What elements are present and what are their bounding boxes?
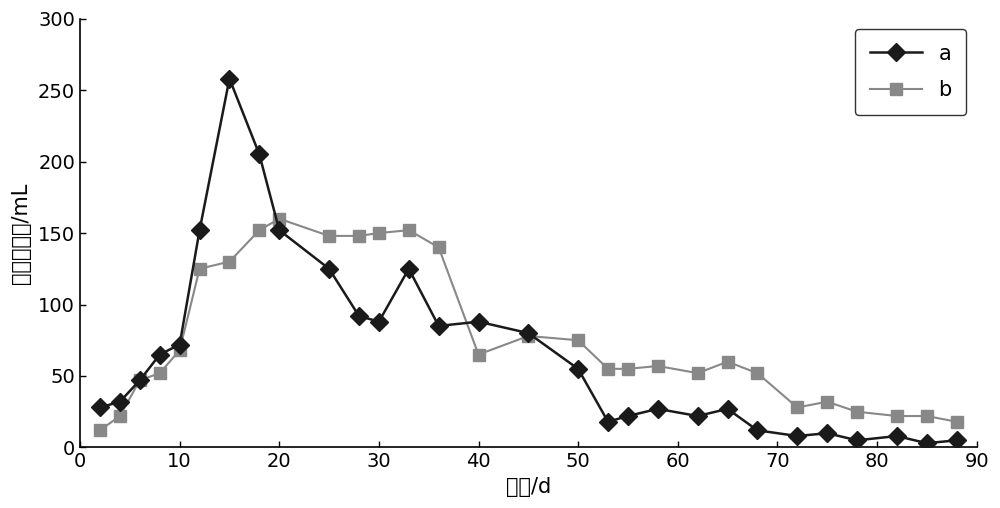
b — [373, 230, 385, 236]
a — [821, 430, 833, 436]
b — [94, 427, 106, 433]
a — [692, 413, 704, 419]
a — [223, 76, 235, 82]
b — [473, 352, 485, 358]
b — [522, 333, 534, 339]
a — [851, 437, 863, 443]
a — [253, 151, 265, 157]
a — [921, 440, 933, 446]
b — [692, 370, 704, 376]
Line: b: b — [94, 212, 963, 436]
a — [174, 341, 186, 347]
a — [323, 266, 335, 272]
b — [652, 363, 664, 369]
a — [951, 437, 963, 443]
b — [921, 413, 933, 419]
b — [722, 359, 734, 365]
b — [194, 266, 206, 272]
a — [891, 433, 903, 439]
Y-axis label: 甲烷产气量/mL: 甲烷产气量/mL — [11, 182, 31, 284]
b — [323, 233, 335, 239]
b — [751, 370, 763, 376]
a — [722, 406, 734, 412]
b — [791, 404, 803, 410]
b — [572, 337, 584, 343]
b — [114, 413, 126, 419]
Legend: a, b: a, b — [855, 29, 966, 115]
b — [821, 399, 833, 405]
a — [473, 319, 485, 325]
b — [154, 370, 166, 376]
a — [572, 366, 584, 372]
a — [114, 399, 126, 405]
b — [353, 233, 365, 239]
a — [433, 323, 445, 329]
a — [194, 227, 206, 233]
a — [652, 406, 664, 412]
X-axis label: 时间/d: 时间/d — [506, 477, 551, 497]
b — [253, 227, 265, 233]
a — [134, 377, 146, 384]
a — [403, 266, 415, 272]
a — [273, 227, 285, 233]
a — [622, 413, 634, 419]
a — [522, 330, 534, 336]
b — [273, 216, 285, 222]
a — [791, 433, 803, 439]
b — [891, 413, 903, 419]
Line: a: a — [94, 73, 963, 450]
a — [94, 404, 106, 410]
a — [373, 319, 385, 325]
b — [223, 259, 235, 265]
b — [602, 366, 614, 372]
b — [951, 419, 963, 425]
b — [622, 366, 634, 372]
a — [154, 352, 166, 358]
b — [134, 377, 146, 384]
a — [751, 427, 763, 433]
a — [602, 419, 614, 425]
b — [174, 347, 186, 353]
a — [353, 313, 365, 319]
b — [851, 408, 863, 415]
b — [433, 244, 445, 250]
b — [403, 227, 415, 233]
